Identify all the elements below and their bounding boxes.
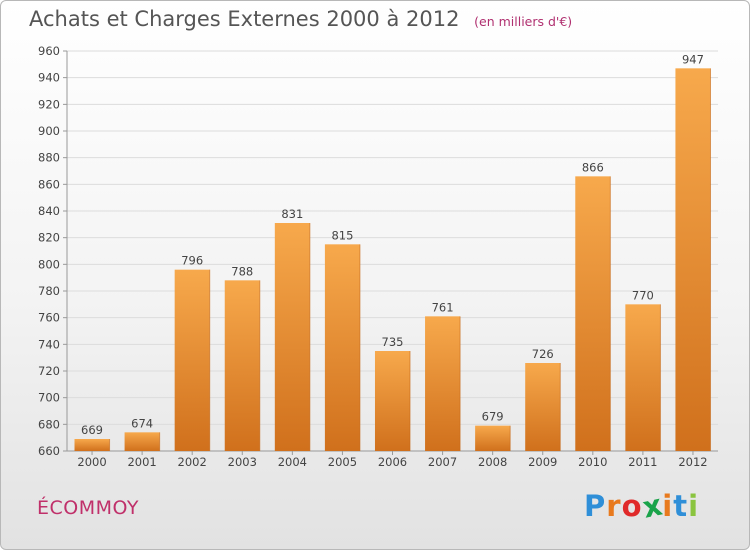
value-label-2008: 679 [482, 410, 504, 424]
bar-2000 [74, 439, 110, 451]
y-tick-label: 720 [38, 364, 60, 378]
bar-2010 [575, 176, 611, 452]
bar-2008 [475, 425, 511, 451]
location-name: ÉCOMMOY [37, 497, 140, 519]
y-tick-label: 740 [38, 337, 60, 351]
bars [74, 68, 711, 452]
bar-2001 [124, 432, 160, 451]
y-tick-label: 840 [38, 204, 60, 218]
bar-2012 [675, 68, 711, 451]
logo-letter: i [662, 489, 674, 523]
y-tick-label: 680 [38, 417, 60, 431]
y-tick-label: 900 [38, 124, 60, 138]
y-tick-label: 760 [38, 311, 60, 325]
x-tick-label-2002: 2002 [178, 455, 207, 469]
chart-title: Achats et Charges Externes 2000 à 2012 (… [29, 7, 572, 31]
chart-title-text: Achats et Charges Externes 2000 à 2012 [29, 7, 460, 31]
value-label-2006: 735 [382, 335, 404, 349]
y-tick-label: 660 [38, 444, 60, 458]
bar-2011 [625, 304, 661, 451]
bar-2009 [525, 363, 561, 451]
logo-letter: t [673, 489, 689, 523]
value-label-2001: 674 [131, 416, 153, 430]
value-label-2007: 761 [432, 300, 454, 314]
y-tick-label: 920 [38, 97, 60, 111]
y-tick-label: 700 [38, 391, 60, 405]
y-tick-label: 780 [38, 284, 60, 298]
y-tick-label: 860 [38, 177, 60, 191]
chart-subtitle: (en milliers d'€) [474, 14, 573, 29]
value-label-2003: 788 [231, 264, 253, 278]
logo-letter: i [688, 489, 700, 523]
value-label-2002: 796 [181, 254, 203, 268]
bar-2004 [274, 223, 310, 451]
logo-letter: o [621, 489, 643, 523]
y-tick-label: 940 [38, 71, 60, 85]
x-tick-label-2009: 2009 [528, 455, 557, 469]
value-label-2012: 947 [682, 52, 704, 66]
value-label-2000: 669 [81, 423, 103, 437]
proxiti-logo: Proxiti [584, 487, 700, 524]
x-tick-label-2003: 2003 [228, 455, 257, 469]
value-label-2011: 770 [632, 288, 654, 302]
x-tick-label-2007: 2007 [428, 455, 457, 469]
x-tick-label-2006: 2006 [378, 455, 407, 469]
x-tick-label-2000: 2000 [77, 455, 106, 469]
x-tick-label-2005: 2005 [328, 455, 357, 469]
bar-2003 [224, 280, 260, 451]
logo-letter: P [584, 489, 607, 523]
y-tick-label: 800 [38, 257, 60, 271]
x-tick-label-2004: 2004 [278, 455, 307, 469]
x-tick-label-2011: 2011 [628, 455, 657, 469]
value-label-2009: 726 [532, 347, 554, 361]
y-tick-label: 960 [38, 44, 60, 58]
value-label-2005: 815 [331, 228, 353, 242]
x-tick-label-2010: 2010 [578, 455, 607, 469]
y-tick-label: 880 [38, 151, 60, 165]
x-tick-label-2008: 2008 [478, 455, 507, 469]
value-label-2010: 866 [582, 160, 604, 174]
labels: 660 680 700 720 740 760 780 800 820 840 860 880 900 9… [38, 44, 708, 469]
bar-2006 [374, 351, 411, 451]
bar-2007 [425, 316, 461, 451]
y-tick-label: 820 [38, 231, 60, 245]
bar-2005 [324, 244, 360, 451]
bar-2002 [174, 269, 210, 451]
value-label-2004: 831 [281, 207, 303, 221]
x-tick-label-2001: 2001 [127, 455, 156, 469]
x-tick-label-2012: 2012 [678, 455, 707, 469]
logo-letter: r [606, 489, 622, 523]
